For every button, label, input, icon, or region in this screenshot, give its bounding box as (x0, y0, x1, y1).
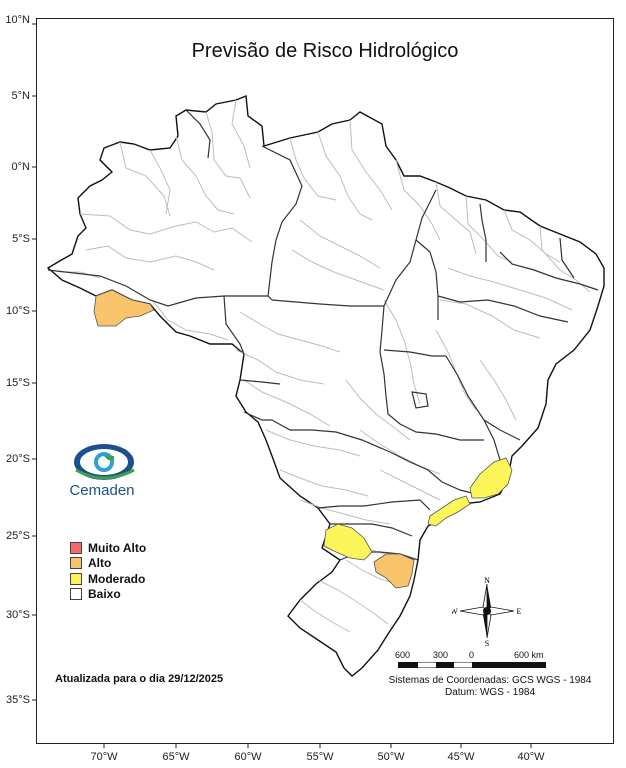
cemaden-logo (74, 444, 135, 480)
lat-label-5s: 5°S (12, 233, 30, 245)
compass-s-label: S (485, 639, 489, 646)
crs-line-2: Datum: WGS - 1984 (444, 687, 536, 698)
lat-label-0n: 0°N (11, 161, 30, 173)
lon-label-50w: 50°W (377, 751, 405, 763)
region-moderado-parana (323, 523, 373, 561)
legend-label-baixo: Baixo (88, 587, 121, 601)
lat-label-30s: 30°S (6, 609, 30, 621)
legend-swatch-moderado (70, 573, 82, 585)
compass-e-label: E (517, 607, 522, 616)
lon-label-65w: 65°W (162, 751, 190, 763)
region-moderado-rio-minas (469, 457, 513, 499)
compass-rose-icon: N S W E (452, 576, 522, 646)
lat-label-20s: 20°S (6, 453, 30, 465)
scale-label-0: 0 (469, 650, 475, 660)
lon-label-60w: 60°W (234, 751, 262, 763)
region-alto-acre (93, 289, 155, 327)
legend-swatch-muito-alto (70, 542, 82, 554)
scale-label-600-km: 600 km (514, 650, 544, 660)
region-moderado-sao-paulo-coast (427, 495, 471, 527)
cemaden-logo-text: Cemaden (69, 482, 135, 499)
lat-label-10s: 10°S (6, 305, 30, 317)
compass-n-label: N (484, 576, 490, 585)
legend-swatch-alto (70, 557, 82, 569)
legend-item-alto: Alto (70, 556, 111, 570)
scale-label-600-left: 600 (395, 650, 411, 660)
lat-label-10n: 10°N (5, 14, 30, 26)
lat-label-5n: 5°N (11, 90, 30, 102)
lon-label-40w: 40°W (517, 751, 545, 763)
scale-bar (398, 662, 546, 668)
legend-item-baixo: Baixo (70, 587, 121, 601)
lon-label-55w: 55°W (306, 751, 334, 763)
updated-date-text: Atualizada para o dia 29/12/2025 (55, 673, 224, 685)
lon-label-45w: 45°W (447, 751, 475, 763)
lon-label-70w: 70°W (90, 751, 118, 763)
map-title: Previsão de Risco Hidrológico (191, 40, 459, 62)
crs-line-1: Sistemas de Coordenadas: GCS WGS - 1984 (388, 675, 592, 686)
brazil-outline (46, 95, 605, 677)
lat-label-25s: 25°S (6, 530, 30, 542)
lat-label-15s: 15°S (6, 377, 30, 389)
legend-label-moderado: Moderado (88, 572, 146, 586)
region-alto-santa-catarina (373, 553, 415, 589)
legend-label-alto: Alto (88, 556, 112, 570)
legend-item-muito-alto: Muito Alto (70, 541, 146, 555)
lat-label-35s: 35°S (6, 694, 30, 706)
scale-label-300: 300 (433, 650, 449, 660)
compass-w-label: W (452, 607, 458, 616)
legend-item-moderado: Moderado (70, 572, 145, 586)
frame-ticks (32, 23, 532, 748)
state-borders (47, 109, 599, 561)
legend-swatch-baixo (70, 588, 82, 600)
legend-label-muito-alto: Muito Alto (88, 541, 147, 555)
